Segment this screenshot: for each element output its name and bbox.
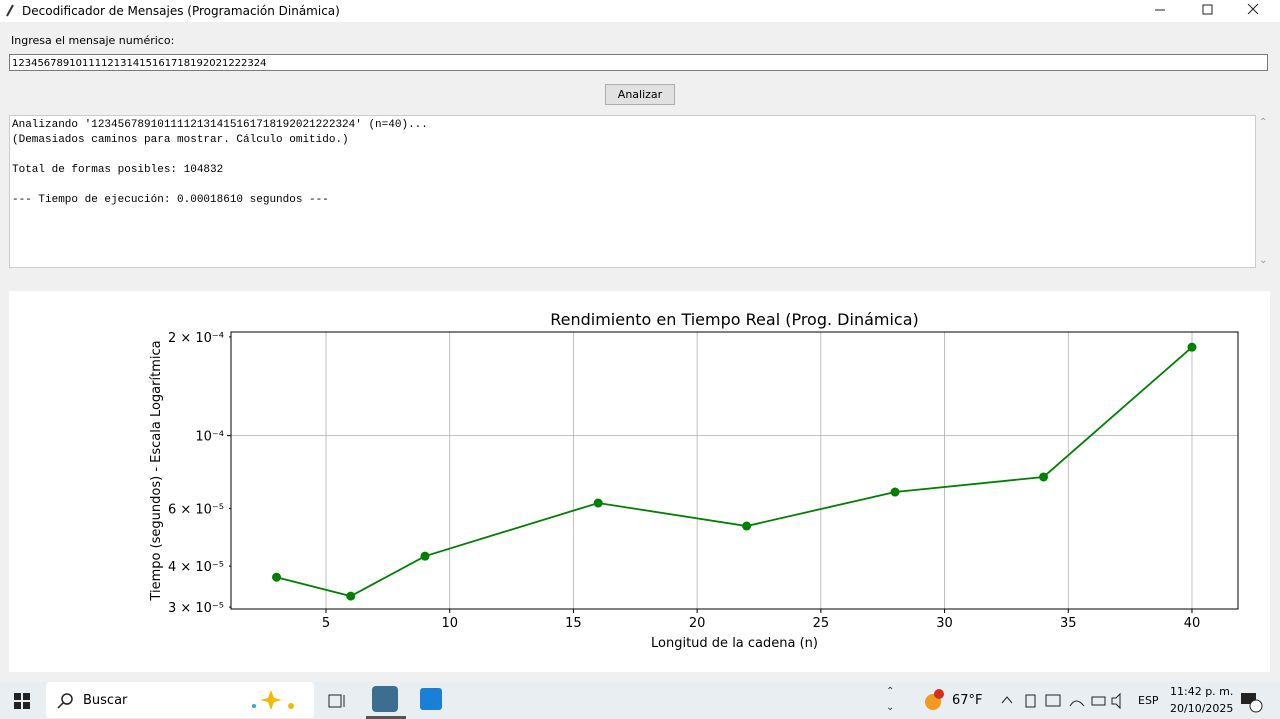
x-tick-label: 5	[322, 616, 330, 631]
output-line: (Demasiados caminos para mostrar. Cálcul…	[12, 134, 349, 146]
x-tick-label: 40	[1184, 616, 1201, 631]
clock-date[interactable]: 20/10/2025	[1170, 702, 1234, 715]
output-line	[12, 148, 1253, 163]
search-decoration	[252, 690, 294, 710]
notifications[interactable]	[1240, 691, 1264, 713]
data-point	[742, 521, 752, 531]
photos-app[interactable]	[420, 688, 442, 710]
y-axis-label: Tiempo (segundos) - Escala Logarítmica	[149, 340, 164, 601]
data-point	[1039, 472, 1049, 482]
output-line: --- Tiempo de ejecución: 0.00018610 segu…	[12, 194, 329, 206]
x-tick-label: 20	[689, 616, 706, 631]
chart-title: Rendimiento en Tiempo Real (Prog. Dinámi…	[550, 310, 919, 329]
x-tick-label: 25	[813, 616, 830, 631]
y-tick-label: 3 × 10⁻⁵	[168, 601, 224, 616]
title-bar: Decodificador de Mensajes (Programación …	[0, 0, 1280, 22]
output-line: Analizando '1234567891011112131415161718…	[12, 119, 428, 131]
clock-time[interactable]: 11:42 p. m.	[1170, 685, 1234, 698]
window-controls[interactable]	[1150, 0, 1280, 22]
tray-icons[interactable]	[1000, 692, 1128, 710]
y-tick-label: 2 × 10⁻⁴	[168, 331, 224, 346]
app-icon	[6, 4, 14, 17]
data-point	[346, 591, 356, 601]
data-point	[593, 498, 603, 508]
start-button[interactable]	[14, 693, 30, 709]
y-tick-label: 4 × 10⁻⁵	[168, 560, 224, 575]
language[interactable]: ESP	[1138, 694, 1159, 707]
output-line: Total de formas posibles: 104832	[12, 164, 224, 176]
analyze-button[interactable]: Analizar	[605, 84, 675, 105]
data-point	[420, 551, 430, 561]
output-line	[12, 178, 1253, 193]
plot-frame	[230, 331, 1239, 610]
y-tick-label: 10⁻⁴	[195, 430, 224, 445]
active-indicator	[366, 716, 406, 719]
data-point	[272, 572, 282, 582]
message-input[interactable]: 1234567891011112131415161718192021222324	[9, 54, 1268, 71]
x-tick-label: 15	[565, 616, 582, 631]
window-title: Decodificador de Mensajes (Programación …	[22, 4, 340, 18]
taskbar: Buscar ⌃ ⌄ 67°F ESP 11:42 p. m. 20/10/202…	[0, 682, 1280, 719]
search-icon	[57, 693, 73, 709]
task-view[interactable]	[328, 692, 348, 710]
data-point	[1187, 342, 1197, 352]
data-line	[276, 346, 1193, 598]
data-point	[890, 487, 900, 497]
x-tick-label: 35	[1060, 616, 1077, 631]
search-text: Buscar	[83, 693, 128, 708]
search-box[interactable]: Buscar	[46, 682, 314, 718]
x-axis-label: Longitud de la cadena (n)	[651, 636, 818, 651]
overflow-arrows[interactable]: ⌃ ⌄	[886, 686, 895, 713]
y-tick-label: 6 × 10⁻⁵	[168, 502, 224, 517]
weather-text: 67°F	[952, 693, 983, 708]
weather-icon	[925, 689, 944, 710]
output-text: Analizando '1234567891011112131415161718…	[9, 115, 1256, 268]
x-tick-label: 30	[936, 616, 953, 631]
x-tick-label: 10	[441, 616, 458, 631]
input-label: Ingresa el mensaje numérico:	[11, 34, 175, 47]
chart: Rendimiento en Tiempo Real (Prog. Dinámi…	[9, 291, 1270, 672]
scrollbar[interactable]: ⌃ ⌄	[1256, 115, 1270, 268]
python-app[interactable]	[372, 686, 398, 712]
